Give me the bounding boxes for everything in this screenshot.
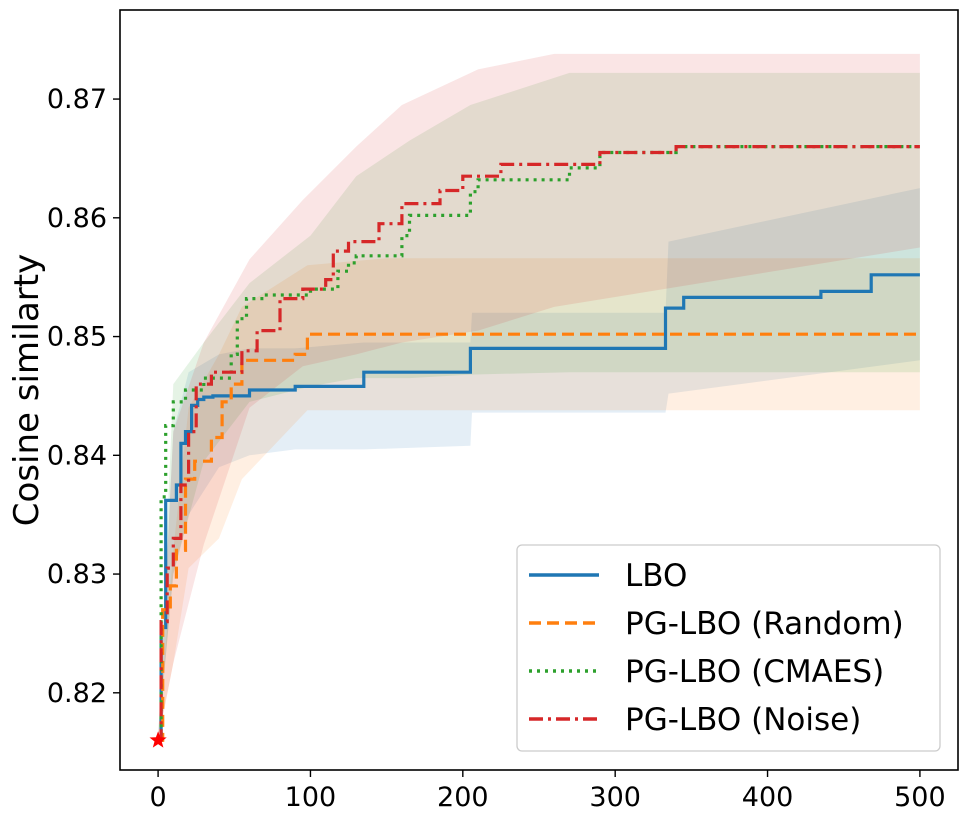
start-marker-group <box>149 731 167 748</box>
legend-label: PG-LBO (Random) <box>625 606 904 642</box>
y-axis-ticks: 0.82 0.83 0.84 0.85 0.86 0.87 <box>47 84 120 709</box>
y-tick-label: 0.82 <box>47 678 107 709</box>
x-tick-label: 500 <box>894 782 946 813</box>
legend-label: PG-LBO (Noise) <box>625 702 861 738</box>
y-tick-label: 0.83 <box>47 559 107 590</box>
x-axis-ticks: 0 100 200 300 400 500 <box>149 770 946 813</box>
band-pg-lbo-random <box>158 258 920 741</box>
x-tick-label: 0 <box>149 782 166 813</box>
confidence-bands <box>158 53 920 741</box>
legend-label: LBO <box>625 558 687 594</box>
series-line-pg-lbo-cmaes <box>158 145 920 742</box>
y-tick-label: 0.85 <box>47 322 107 353</box>
legend-frame <box>516 544 941 752</box>
plot-frame <box>119 9 959 771</box>
series-lines <box>158 145 920 742</box>
y-tick-label: 0.84 <box>47 440 107 471</box>
y-tick-label: 0.86 <box>47 203 107 234</box>
band-pg-lbo-noise <box>158 53 920 741</box>
start-marker-star <box>149 731 167 748</box>
x-tick-label: 300 <box>589 782 641 813</box>
band-lbo <box>158 188 920 741</box>
series-line-pg-lbo-noise <box>158 145 920 742</box>
x-tick-label: 400 <box>742 782 794 813</box>
x-tick-label: 200 <box>437 782 489 813</box>
legend-label: PG-LBO (CMAES) <box>625 654 884 690</box>
y-axis-label: Cosine similarty <box>7 254 47 526</box>
x-tick-label: 100 <box>285 782 337 813</box>
y-tick-label: 0.87 <box>47 84 107 115</box>
series-line-pg-lbo-random <box>158 332 920 742</box>
series-line-lbo <box>158 273 920 742</box>
legend: LBO PG-LBO (Random) PG-LBO (CMAES) PG-LBO (… <box>516 544 941 752</box>
band-pg-lbo-cmaes <box>158 72 920 741</box>
